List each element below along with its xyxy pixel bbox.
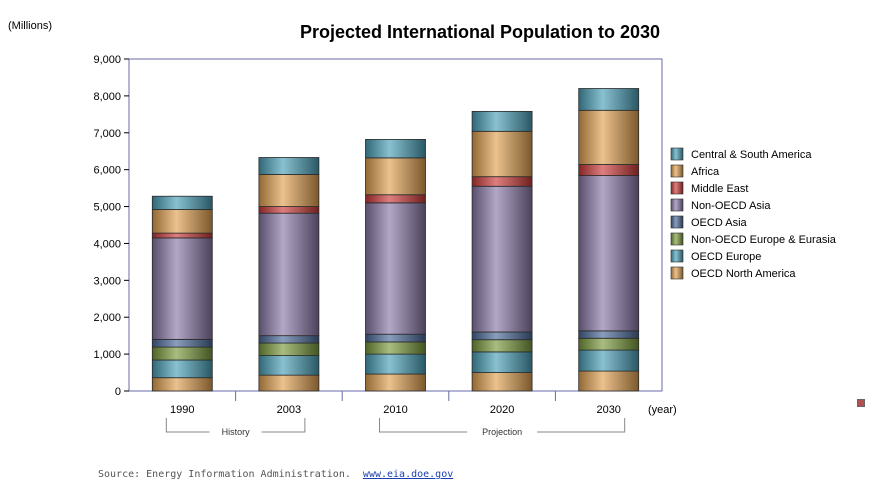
legend-label: OECD North America: [691, 268, 796, 280]
bar-segment-non-oecd-europe-eurasia-2030: [578, 337, 640, 351]
bar-segment-non-oecd-europe-eurasia-2010: [365, 341, 426, 355]
y-tick-label: 1,000: [93, 349, 121, 361]
bar-segment-middle-east-1990: [151, 232, 213, 239]
bar-segment-non-oecd-europe-eurasia-2003: [258, 342, 320, 356]
y-tick-label: 6,000: [93, 165, 121, 177]
bar-segment-central-south-america-2003: [258, 157, 320, 175]
legend-swatch: [670, 147, 684, 161]
bar-segment-non-oecd-asia-2003: [258, 212, 320, 337]
x-tick-label: 2020: [490, 404, 514, 416]
x-tick-label: 2003: [277, 404, 301, 416]
bar-segment-africa-1990: [151, 209, 213, 234]
y-tick-label: 2,000: [93, 312, 121, 324]
legend-label: Central & South America: [691, 149, 812, 161]
x-tick-label: 2030: [596, 404, 620, 416]
bar-segment-oecd-europe-1990: [151, 359, 213, 379]
bar-segment-middle-east-2030: [578, 164, 640, 176]
legend-swatch: [670, 164, 684, 178]
bar-segment-non-oecd-asia-2010: [365, 202, 426, 335]
legend-label: Africa: [691, 166, 720, 178]
legend-label: OECD Asia: [691, 217, 748, 229]
x-unit-label: (year): [648, 404, 677, 416]
legend-swatch: [670, 198, 684, 212]
group-bracket: [165, 418, 306, 433]
bar-segment-oecd-asia-2010: [365, 333, 426, 343]
bar-segment-oecd-asia-2030: [578, 330, 640, 339]
export-icon[interactable]: [857, 399, 865, 407]
chart-title: Projected International Population to 20…: [299, 22, 661, 42]
bar-segment-oecd-north-america-2003: [258, 374, 320, 392]
y-tick-label: 4,000: [93, 238, 121, 250]
bar-segment-central-south-america-2020: [471, 110, 533, 132]
y-tick-label: 7,000: [93, 128, 121, 140]
legend-swatch: [670, 249, 684, 263]
bar-segment-non-oecd-asia-1990: [151, 237, 213, 340]
bar-segment-africa-2010: [365, 157, 426, 196]
bar-segment-oecd-asia-2020: [471, 331, 533, 341]
bar-segment-middle-east-2020: [471, 176, 533, 187]
bar-segment-middle-east-2003: [258, 206, 320, 214]
bar-segment-oecd-north-america-2010: [365, 373, 426, 392]
group-bracket: [379, 418, 626, 433]
bar-segment-non-oecd-asia-2020: [471, 185, 533, 333]
source-note: Source: Energy Information Administratio…: [98, 469, 453, 480]
bar-segment-non-oecd-europe-eurasia-2020: [471, 339, 533, 353]
x-tick-label: 2010: [383, 404, 407, 416]
legend-label: Non-OECD Europe & Eurasia: [691, 234, 837, 246]
bar-segment-middle-east-2010: [365, 194, 426, 204]
bar-segment-oecd-europe-2010: [365, 353, 426, 375]
legend-swatch: [670, 232, 684, 246]
stacked-bar-chart: 0 1,000 2,000 3,000 4,000 5,000 6,000 7,000 8,00…: [93, 54, 837, 437]
y-tick-label: 3,000: [93, 275, 121, 287]
legend-swatch: [670, 181, 684, 195]
bar-segment-oecd-north-america-2030: [578, 370, 640, 392]
bar-segment-oecd-europe-2030: [578, 349, 640, 372]
legend-label: Middle East: [691, 183, 748, 195]
y-tick-label: 8,000: [93, 91, 121, 103]
bar-segment-central-south-america-1990: [151, 195, 213, 210]
legend-swatch: [670, 215, 684, 229]
bar-segment-central-south-america-2010: [365, 139, 426, 159]
source-link[interactable]: www.eia.doe.gov: [362, 469, 454, 480]
bar-segment-oecd-asia-1990: [151, 338, 213, 348]
bar-segment-africa-2003: [258, 174, 320, 207]
bar-segment-central-south-america-2030: [578, 88, 640, 111]
bar-segment-oecd-europe-2003: [258, 355, 320, 376]
y-tick-label: 9,000: [93, 54, 121, 66]
legend-label: Non-OECD Asia: [691, 200, 771, 212]
source-text: Source: Energy Information Administratio…: [98, 469, 351, 480]
group-label: Projection: [482, 427, 522, 437]
y-tick-label: 5,000: [93, 202, 121, 214]
legend-swatch: [670, 266, 684, 280]
bar-segment-africa-2030: [578, 109, 640, 165]
group-label: History: [222, 427, 251, 437]
x-tick-label: 1990: [170, 404, 194, 416]
bar-segment-africa-2020: [471, 130, 533, 178]
bar-segment-oecd-asia-2003: [258, 335, 320, 344]
bar-segment-non-oecd-europe-eurasia-1990: [151, 346, 213, 361]
y-tick-label: 0: [115, 386, 121, 398]
bar-segment-oecd-europe-2020: [471, 351, 533, 373]
bar-segment-non-oecd-asia-2030: [578, 175, 640, 332]
bar-segment-oecd-north-america-1990: [151, 377, 213, 392]
legend-label: OECD Europe: [691, 251, 761, 263]
bar-segment-oecd-north-america-2020: [471, 372, 533, 392]
y-axis-units-label: (Millions): [8, 20, 52, 32]
